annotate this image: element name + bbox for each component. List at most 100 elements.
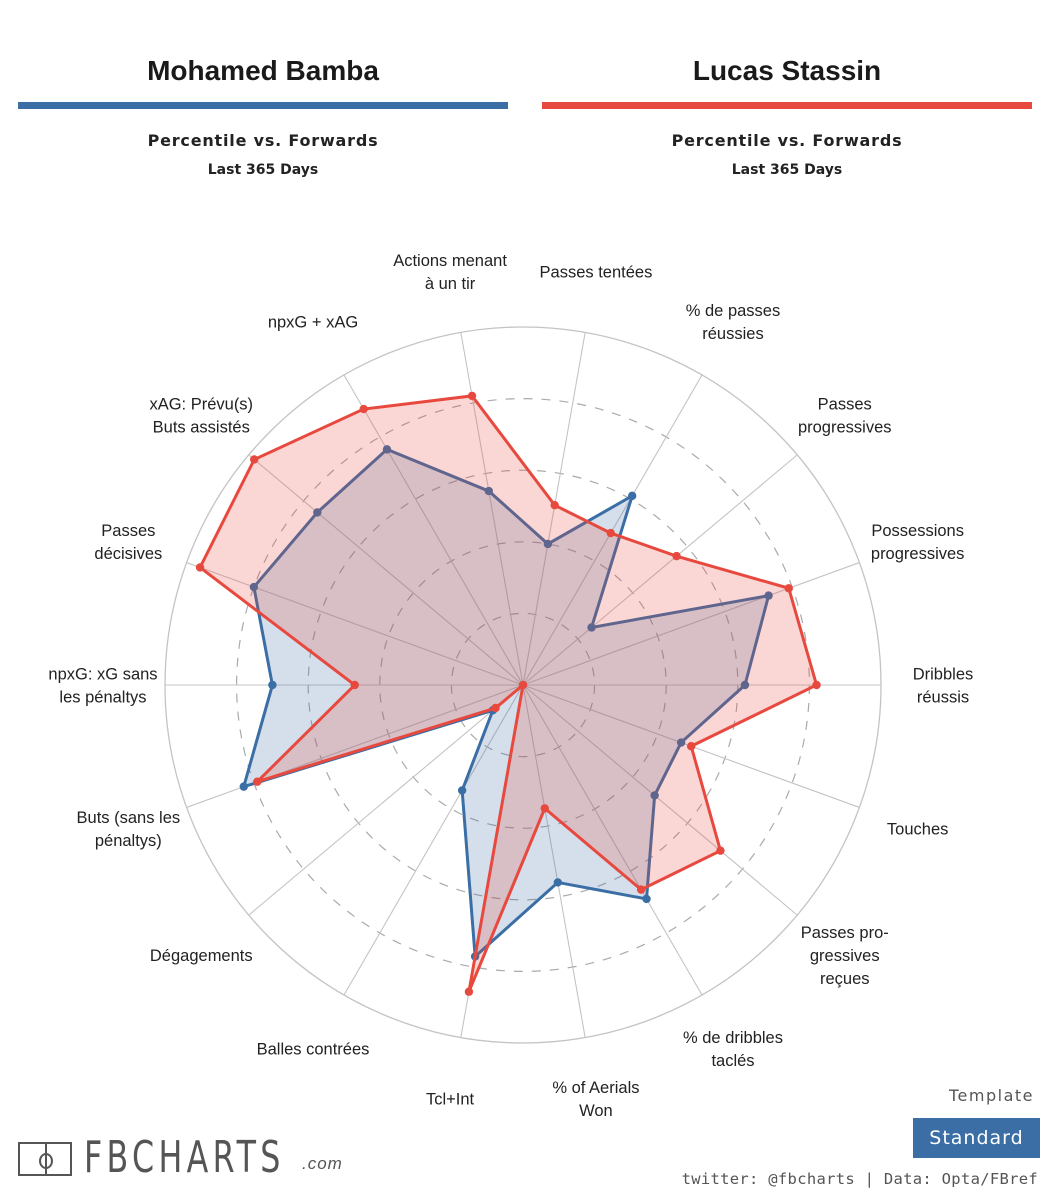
comparison-subtitle: Percentile vs. Forwards bbox=[147, 131, 379, 150]
metric-label-line: Tcl+Int bbox=[426, 1091, 475, 1109]
data-point bbox=[359, 404, 368, 414]
player-color-bar bbox=[542, 102, 1032, 109]
metric-label-line: Dégagements bbox=[150, 947, 253, 965]
metric-label-line: reçues bbox=[820, 970, 870, 988]
credits: twitter: @fbcharts | Data: Opta/FBref bbox=[681, 1170, 1038, 1188]
metric-label-line: les pénaltys bbox=[59, 689, 146, 707]
data-point bbox=[350, 680, 359, 690]
metric-label-line: Passes pro- bbox=[801, 924, 889, 942]
data-point bbox=[636, 885, 646, 894]
metric-label-line: taclés bbox=[711, 1052, 754, 1070]
metric-label: Touches bbox=[887, 821, 948, 839]
data-point bbox=[812, 680, 821, 690]
data-point bbox=[540, 804, 549, 813]
data-point bbox=[606, 528, 615, 538]
series-stassin bbox=[195, 391, 821, 996]
player-name: Mohamed Bamba bbox=[147, 55, 379, 86]
metric-label: % de passes réussies bbox=[686, 302, 780, 343]
data-point bbox=[249, 582, 259, 592]
spoke bbox=[522, 684, 798, 916]
metric-label-line: % de passes bbox=[686, 302, 780, 320]
metric-label-line: npxG + xAG bbox=[268, 313, 358, 331]
metric-label-line: réussies bbox=[702, 325, 763, 343]
data-point bbox=[672, 551, 681, 561]
spoke bbox=[248, 684, 524, 916]
data-point bbox=[239, 782, 248, 791]
data-point bbox=[553, 878, 563, 887]
data-point bbox=[716, 846, 725, 855]
time-period: Last 365 Days bbox=[207, 162, 319, 178]
metric-label: Passes tentées bbox=[540, 263, 653, 281]
metric-label: Dribbles réussis bbox=[913, 666, 974, 707]
metric-label-line: Won bbox=[579, 1102, 613, 1120]
data-point bbox=[313, 508, 322, 517]
metric-label-line: gressives bbox=[810, 947, 880, 965]
series-bamba bbox=[239, 445, 773, 961]
spoke bbox=[522, 562, 860, 686]
metric-label: % de dribbles taclés bbox=[683, 1029, 783, 1070]
metric-label-line: Passes bbox=[101, 522, 155, 540]
data-point bbox=[518, 680, 528, 690]
metric-label-line: Buts assistés bbox=[153, 419, 250, 437]
template-label: Template bbox=[948, 1086, 1034, 1105]
metric-label: Actions menant à un tir bbox=[393, 252, 507, 293]
spoke bbox=[522, 684, 703, 996]
metric-label-line: réussis bbox=[917, 689, 969, 707]
metric-label: Tcl+Int bbox=[426, 1091, 475, 1109]
radar-labels: Dribbles réussis Possessions progressives Pa… bbox=[48, 252, 973, 1120]
data-point bbox=[268, 680, 277, 690]
data-point bbox=[467, 391, 477, 401]
radar-series bbox=[195, 391, 821, 996]
metric-label-line: Touches bbox=[887, 821, 948, 839]
data-point bbox=[464, 987, 474, 996]
data-point bbox=[253, 777, 262, 786]
pitch-icon bbox=[18, 1142, 72, 1176]
spoke bbox=[343, 684, 524, 996]
data-point bbox=[587, 623, 596, 632]
metric-label: Possessions progressives bbox=[871, 522, 965, 563]
data-point bbox=[764, 591, 773, 600]
metric-label: Passes décisives bbox=[94, 522, 162, 563]
data-point bbox=[195, 563, 205, 572]
metric-label-line: npxG: xG sans bbox=[48, 666, 157, 684]
data-point bbox=[250, 455, 259, 464]
metric-label-line: % de dribbles bbox=[683, 1029, 783, 1047]
metric-label: npxG + xAG bbox=[268, 313, 358, 331]
metric-label-line: à un tir bbox=[425, 275, 476, 293]
data-point bbox=[491, 703, 500, 713]
spoke bbox=[186, 562, 524, 686]
comparison-subtitle: Percentile vs. Forwards bbox=[671, 131, 903, 150]
metric-label-line: Actions menant bbox=[393, 252, 507, 270]
spoke bbox=[460, 332, 524, 686]
player-header-right: Lucas Stassin Percentile vs. Forwards La… bbox=[542, 50, 1032, 178]
metric-label-line: progressives bbox=[871, 545, 965, 563]
spoke bbox=[343, 374, 524, 686]
player-header-left: Mohamed Bamba Percentile vs. Forwards La… bbox=[18, 50, 508, 178]
metric-label: % of Aerials Won bbox=[552, 1079, 639, 1120]
time-period: Last 365 Days bbox=[731, 162, 843, 178]
data-point bbox=[457, 786, 467, 795]
data-point bbox=[687, 742, 696, 751]
data-point bbox=[642, 894, 651, 904]
metric-label: Passes pro-gressives reçues bbox=[801, 924, 889, 988]
logo-text: FBCHARTS bbox=[84, 1132, 285, 1183]
logo-suffix: .com bbox=[302, 1154, 343, 1173]
data-point bbox=[382, 445, 392, 454]
metric-label: Balles contrées bbox=[257, 1041, 370, 1059]
metric-label-line: progressives bbox=[798, 419, 892, 437]
metric-label-line: décisives bbox=[94, 545, 162, 563]
data-point bbox=[784, 584, 793, 593]
spoke bbox=[522, 684, 586, 1038]
data-point bbox=[484, 486, 494, 496]
metric-label-line: % of Aerials bbox=[552, 1079, 639, 1097]
spoke bbox=[248, 454, 524, 686]
data-point bbox=[550, 500, 559, 510]
metric-label-line: Buts (sans les bbox=[77, 809, 181, 827]
data-point bbox=[627, 491, 637, 501]
metric-label: Passes progressives bbox=[798, 396, 892, 437]
data-point bbox=[676, 738, 686, 747]
metric-label-line: xAG: Prévu(s) bbox=[149, 396, 253, 414]
metric-label-line: Passes bbox=[818, 396, 872, 414]
metric-label: Dégagements bbox=[150, 947, 253, 965]
